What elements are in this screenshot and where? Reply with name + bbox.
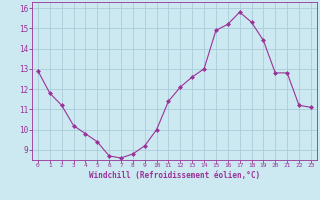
X-axis label: Windchill (Refroidissement éolien,°C): Windchill (Refroidissement éolien,°C) [89,171,260,180]
